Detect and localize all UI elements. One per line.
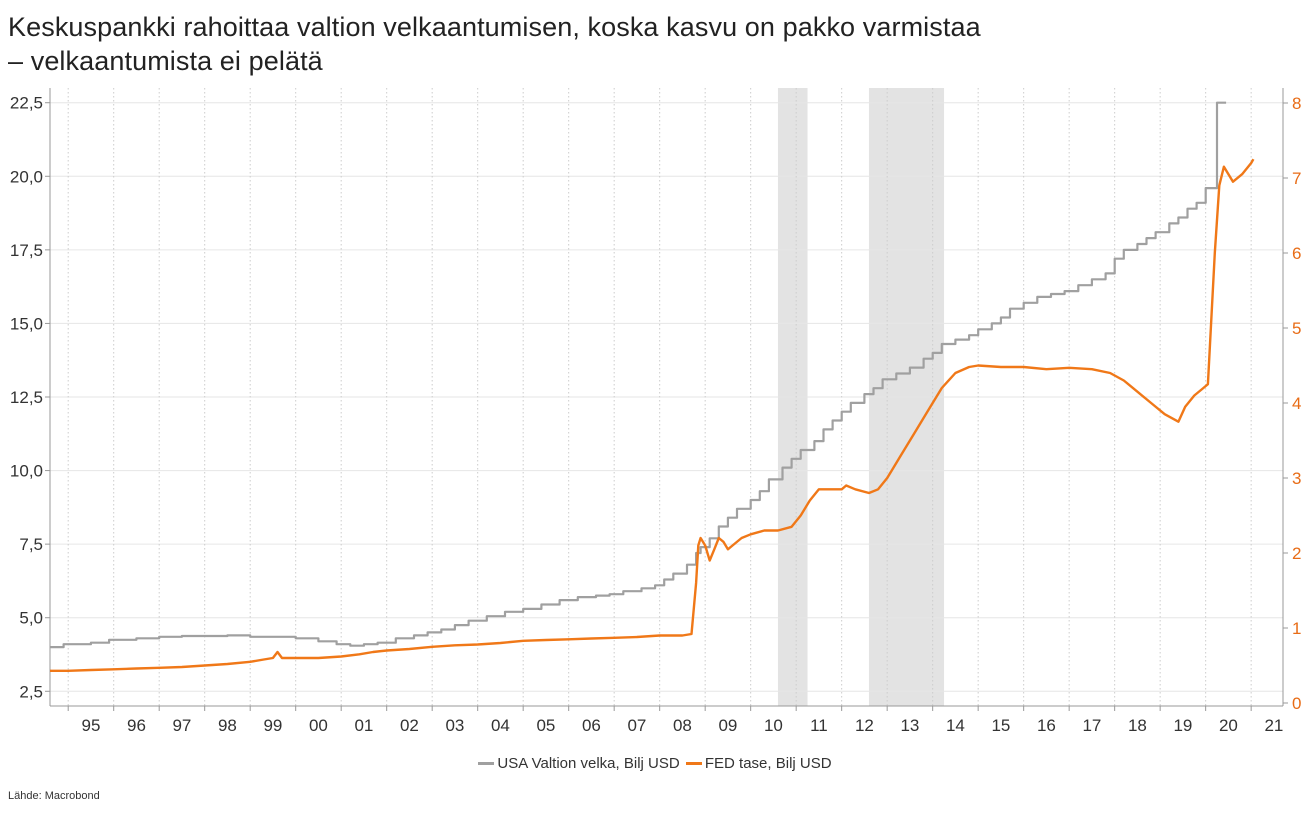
right-tick-label-3: 3 xyxy=(1292,469,1301,488)
right-tick-label-2: 2 xyxy=(1292,544,1301,563)
legend-label-debt: USA Valtion velka, Bilj USD xyxy=(497,755,680,772)
x-tick-label-3: 98 xyxy=(218,716,237,735)
x-tick-label-1: 96 xyxy=(127,716,146,735)
left-tick-label-4: 12,5 xyxy=(10,388,43,407)
right-tick-label-6: 6 xyxy=(1292,244,1301,263)
left-tick-label-0: 2,5 xyxy=(19,682,43,701)
title-line-1: Keskuspankki rahoittaa valtion velkaantu… xyxy=(8,12,981,42)
x-tick-label-16: 11 xyxy=(810,716,828,735)
left-tick-label-7: 20,0 xyxy=(10,167,43,186)
x-tick-label-2: 97 xyxy=(172,716,191,735)
right-tick-label-4: 4 xyxy=(1292,394,1301,413)
legend-swatch-fed xyxy=(685,762,702,765)
left-tick-label-5: 15,0 xyxy=(10,314,43,333)
right-tick-label-0: 0 xyxy=(1292,694,1301,713)
x-tick-label-4: 99 xyxy=(263,716,282,735)
x-tick-label-24: 19 xyxy=(1173,716,1192,735)
legend-label-fed: FED tase, Bilj USD xyxy=(704,755,832,772)
series-line-debt xyxy=(50,101,1227,649)
x-tick-label-8: 03 xyxy=(445,716,464,735)
title-line-2: – velkaantumista ei pelätä xyxy=(8,46,323,76)
x-tick-label-10: 05 xyxy=(536,716,555,735)
x-tick-label-19: 14 xyxy=(946,716,965,735)
series-line-fed xyxy=(50,158,1255,672)
x-tick-label-21: 16 xyxy=(1037,716,1056,735)
right-tick-label-1: 1 xyxy=(1292,619,1301,638)
left-tick-label-2: 7,5 xyxy=(19,535,43,554)
x-tick-label-7: 02 xyxy=(400,716,419,735)
legend-item-debt: USA Valtion velka, Bilj USD xyxy=(478,755,680,772)
left-tick-label-3: 10,0 xyxy=(10,462,43,481)
source-note: Lähde: Macrobond xyxy=(8,790,100,802)
left-tick-label-1: 5,0 xyxy=(19,609,43,628)
legend-item-fed: FED tase, Bilj USD xyxy=(685,755,832,772)
legend-swatch-debt xyxy=(478,762,495,765)
left-tick-label-8: 22,5 xyxy=(10,94,43,113)
x-tick-label-20: 15 xyxy=(991,716,1010,735)
chart-legend: USA Valtion velka, Bilj USD FED tase, Bi… xyxy=(0,752,1310,772)
right-tick-label-5: 5 xyxy=(1292,319,1301,338)
chart-title: Keskuspankki rahoittaa valtion velkaantu… xyxy=(8,10,981,78)
x-tick-label-0: 95 xyxy=(81,716,100,735)
x-tick-label-6: 01 xyxy=(354,716,373,735)
x-tick-label-26: 21 xyxy=(1264,716,1283,735)
x-tick-label-15: 10 xyxy=(764,716,783,735)
x-tick-label-13: 08 xyxy=(673,716,692,735)
right-tick-label-8: 8 xyxy=(1292,94,1301,113)
x-tick-label-22: 17 xyxy=(1082,716,1101,735)
x-tick-label-25: 20 xyxy=(1219,716,1238,735)
x-tick-label-11: 06 xyxy=(582,716,601,735)
right-tick-label-7: 7 xyxy=(1292,169,1301,188)
x-tick-label-12: 07 xyxy=(627,716,646,735)
x-tick-label-23: 18 xyxy=(1128,716,1147,735)
x-tick-label-14: 09 xyxy=(718,716,737,735)
x-tick-label-18: 13 xyxy=(900,716,919,735)
left-tick-label-6: 17,5 xyxy=(10,241,43,260)
x-tick-label-17: 12 xyxy=(855,716,874,735)
x-tick-label-9: 04 xyxy=(491,716,510,735)
x-tick-label-5: 00 xyxy=(309,716,328,735)
